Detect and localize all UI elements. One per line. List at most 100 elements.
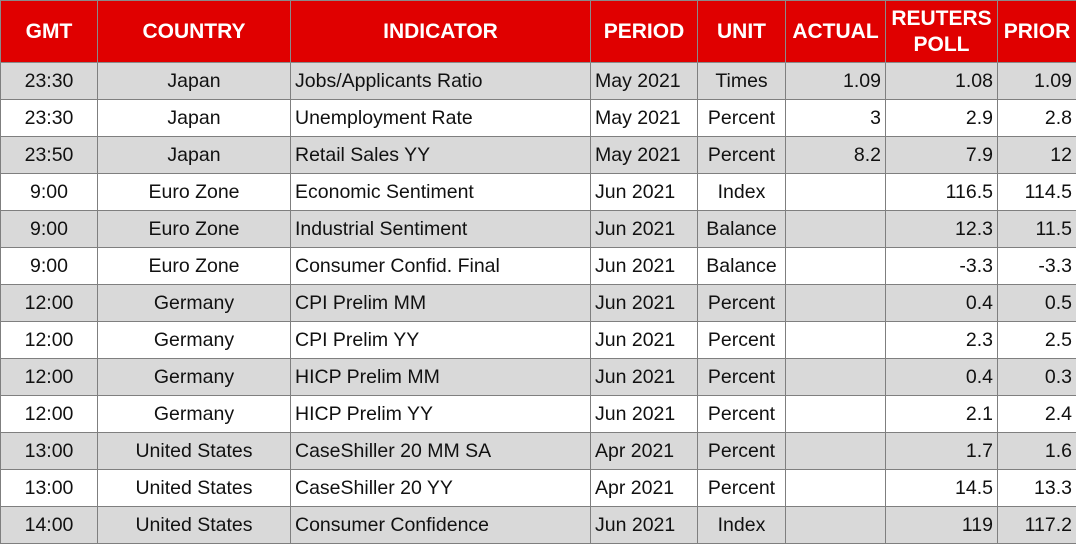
table-cell	[786, 433, 886, 470]
table-cell: 14:00	[1, 507, 98, 544]
column-header: REUTERS POLL	[886, 1, 998, 63]
table-cell: Jun 2021	[591, 248, 698, 285]
table-cell: United States	[98, 507, 291, 544]
table-cell: Percent	[698, 359, 786, 396]
table-cell: 117.2	[998, 507, 1076, 544]
table-cell: 12:00	[1, 359, 98, 396]
table-cell: Jun 2021	[591, 174, 698, 211]
table-cell: -3.3	[886, 248, 998, 285]
table-cell: Apr 2021	[591, 470, 698, 507]
table-cell: Index	[698, 507, 786, 544]
table-cell	[786, 396, 886, 433]
table-cell: 116.5	[886, 174, 998, 211]
table-cell: 14.5	[886, 470, 998, 507]
table-cell: Jun 2021	[591, 211, 698, 248]
table-cell: Jobs/Applicants Ratio	[291, 63, 591, 100]
table-cell: 114.5	[998, 174, 1076, 211]
table-cell: Euro Zone	[98, 248, 291, 285]
table-cell: 12:00	[1, 285, 98, 322]
table-cell: 23:30	[1, 63, 98, 100]
table-cell: United States	[98, 433, 291, 470]
table-cell: 9:00	[1, 211, 98, 248]
table-cell: Apr 2021	[591, 433, 698, 470]
column-header: PERIOD	[591, 1, 698, 63]
table-cell: Jun 2021	[591, 285, 698, 322]
table-cell: 1.7	[886, 433, 998, 470]
table-cell: Percent	[698, 285, 786, 322]
table-cell: 2.3	[886, 322, 998, 359]
table-cell: Jun 2021	[591, 396, 698, 433]
table-cell: 2.8	[998, 100, 1076, 137]
table-cell: May 2021	[591, 137, 698, 174]
table-cell: 9:00	[1, 248, 98, 285]
column-header: INDICATOR	[291, 1, 591, 63]
table-cell	[786, 470, 886, 507]
column-header: ACTUAL	[786, 1, 886, 63]
table-cell: 0.3	[998, 359, 1076, 396]
table-cell: 3	[786, 100, 886, 137]
table-cell: May 2021	[591, 63, 698, 100]
table-cell: Germany	[98, 322, 291, 359]
table-cell: Percent	[698, 100, 786, 137]
table-cell	[786, 211, 886, 248]
table-cell: CPI Prelim YY	[291, 322, 591, 359]
table-cell: 2.1	[886, 396, 998, 433]
table-cell: Germany	[98, 285, 291, 322]
table-cell: Balance	[698, 248, 786, 285]
table-cell: 12:00	[1, 322, 98, 359]
table-cell: 12	[998, 137, 1076, 174]
table-cell: Jun 2021	[591, 322, 698, 359]
table-cell: Consumer Confid. Final	[291, 248, 591, 285]
table-cell: Balance	[698, 211, 786, 248]
table-cell	[786, 359, 886, 396]
table-cell: Index	[698, 174, 786, 211]
table-cell: 0.4	[886, 359, 998, 396]
table-cell: 2.9	[886, 100, 998, 137]
table-cell: Economic Sentiment	[291, 174, 591, 211]
table-cell: HICP Prelim MM	[291, 359, 591, 396]
table-cell: Times	[698, 63, 786, 100]
table-cell: 0.4	[886, 285, 998, 322]
table-cell: Unemployment Rate	[291, 100, 591, 137]
table-cell: CaseShiller 20 MM SA	[291, 433, 591, 470]
table-cell	[786, 285, 886, 322]
table-cell: Japan	[98, 100, 291, 137]
table-cell: 7.9	[886, 137, 998, 174]
table-cell: May 2021	[591, 100, 698, 137]
table-cell	[786, 322, 886, 359]
table-cell: 12:00	[1, 396, 98, 433]
table-cell	[786, 248, 886, 285]
table-cell: 2.5	[998, 322, 1076, 359]
table-cell: Consumer Confidence	[291, 507, 591, 544]
table-cell: 23:50	[1, 137, 98, 174]
table-cell: 1.08	[886, 63, 998, 100]
table-cell: 2.4	[998, 396, 1076, 433]
table-cell: 23:30	[1, 100, 98, 137]
table-cell: 12.3	[886, 211, 998, 248]
table-cell: Japan	[98, 137, 291, 174]
table-cell: 11.5	[998, 211, 1076, 248]
table-cell: 13.3	[998, 470, 1076, 507]
table-cell: Euro Zone	[98, 211, 291, 248]
table-cell	[786, 507, 886, 544]
table-cell: CaseShiller 20 YY	[291, 470, 591, 507]
table-cell: Percent	[698, 470, 786, 507]
table-cell: Germany	[98, 359, 291, 396]
table-cell: 1.09	[786, 63, 886, 100]
